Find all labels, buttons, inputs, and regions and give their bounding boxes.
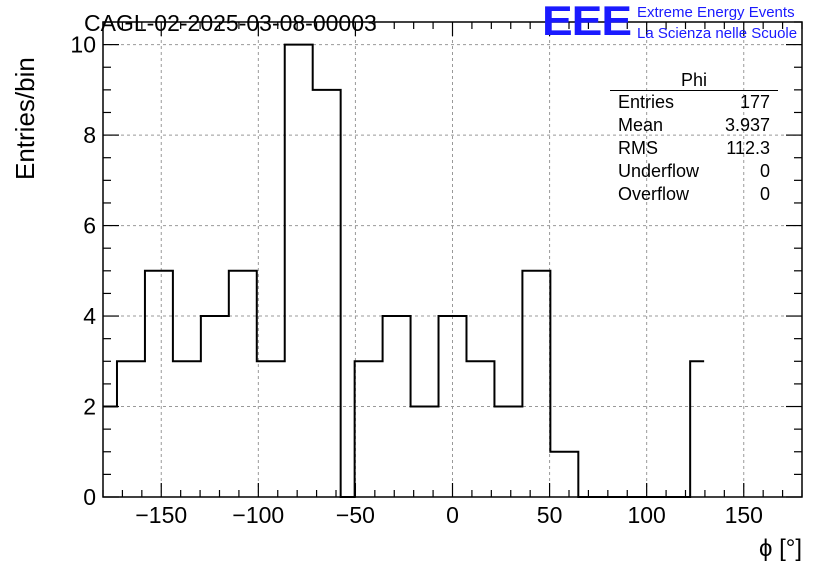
stats-label: Overflow (618, 184, 690, 204)
x-tick-label: −100 (232, 502, 284, 528)
x-tick-label: 100 (627, 502, 665, 528)
x-tick-label: 50 (537, 502, 563, 528)
logo-line-1: Extreme Energy Events (637, 4, 795, 21)
y-axis-label: Entries/bin (10, 57, 40, 180)
x-tick-label: −150 (135, 502, 187, 528)
x-tick-label: 0 (446, 502, 459, 528)
histogram-series (103, 43, 705, 498)
stats-value: 3.937 (724, 115, 770, 135)
y-tick-label: 10 (70, 32, 96, 58)
stats-box-title: Phi (610, 70, 778, 91)
stats-box: Phi Entries 177 Mean 3.937 RMS 112.3 Und… (610, 70, 778, 206)
eee-logo: EEE (542, 0, 632, 45)
y-tick-label: 8 (83, 122, 96, 148)
y-tick-label: 4 (83, 303, 96, 329)
stats-label: Underflow (618, 161, 700, 181)
chart-title: CAGL-02-2025-03-08-00003 (84, 10, 377, 36)
y-tick-label: 2 (83, 394, 96, 420)
x-tick-label: −50 (336, 502, 375, 528)
y-tick-label: 6 (83, 213, 96, 239)
stats-label: Mean (618, 115, 664, 135)
stats-row-rms: RMS 112.3 (610, 137, 778, 160)
stats-value: 0 (759, 161, 770, 181)
x-axis-label: ϕ [°] (758, 535, 802, 562)
stats-row-underflow: Underflow 0 (610, 160, 778, 183)
stats-value: 177 (739, 92, 770, 112)
stats-row-entries: Entries 177 (610, 91, 778, 114)
x-tick-label: 150 (725, 502, 763, 528)
stats-row-overflow: Overflow 0 (610, 183, 778, 206)
stats-value: 112.3 (726, 138, 770, 158)
stats-label: RMS (618, 138, 658, 158)
stats-row-mean: Mean 3.937 (610, 114, 778, 137)
y-tick-label: 0 (83, 484, 96, 510)
stats-label: Entries (618, 92, 675, 112)
stats-value: 0 (759, 184, 770, 204)
logo-line-2: La Scienza nelle Scuole (637, 25, 798, 42)
